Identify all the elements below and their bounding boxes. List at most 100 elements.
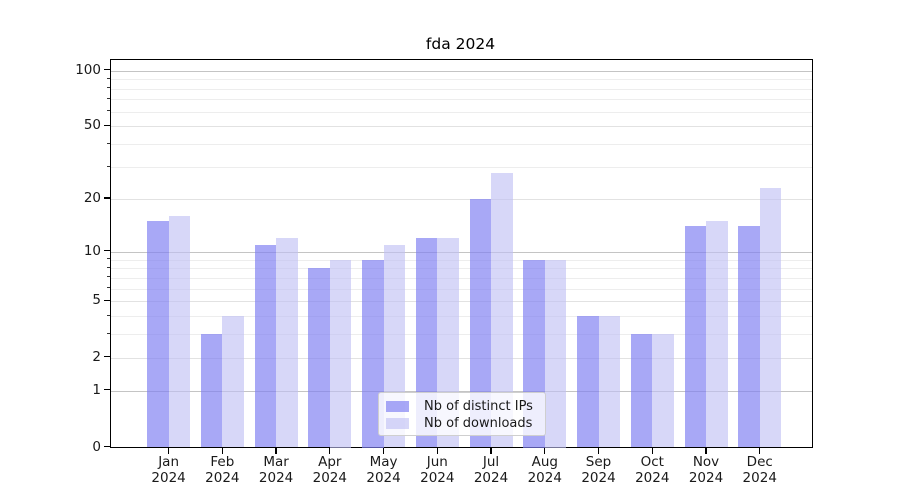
x-tick-mark — [382, 448, 385, 454]
y-tick-mark — [103, 197, 110, 199]
legend-item-distinct-ips: Nb of distinct IPs — [386, 398, 545, 415]
x-tick-label: May 2024 — [366, 454, 401, 486]
y-gridline-minor — [111, 99, 812, 101]
bar-nb-of-distinct-ips-apr-2024 — [308, 268, 330, 448]
y-minor-tick-mark — [106, 332, 110, 334]
y-gridline-sub — [111, 301, 812, 303]
y-gridline-minor — [111, 277, 812, 279]
bar-nb-of-downloads-feb-2024 — [222, 316, 244, 448]
y-minor-tick-mark — [106, 77, 110, 79]
y-tick-mark — [103, 356, 110, 358]
y-tick-label: 50 — [83, 117, 101, 134]
y-gridline-minor — [111, 88, 812, 90]
bar-nb-of-downloads-sep-2024 — [598, 316, 621, 448]
bar-nb-of-downloads-mar-2024 — [276, 238, 298, 448]
y-gridline-sub — [111, 198, 812, 200]
y-minor-tick-mark — [106, 266, 110, 268]
y-tick-mark — [103, 250, 110, 252]
y-tick-mark — [103, 389, 110, 391]
y-minor-tick-mark — [106, 97, 110, 99]
y-tick-label: 10 — [83, 242, 101, 259]
y-minor-tick-mark — [106, 314, 110, 316]
bar-nb-of-downloads-apr-2024 — [329, 259, 352, 448]
legend: Nb of distinct IPs Nb of downloads — [378, 392, 546, 436]
bar-nb-of-distinct-ips-oct-2024 — [630, 334, 653, 448]
bar-nb-of-downloads-jan-2024 — [168, 216, 191, 448]
x-tick-label: Sep 2024 — [581, 454, 616, 486]
x-tick-label: Jun 2024 — [420, 454, 455, 486]
y-gridline-minor — [111, 316, 812, 318]
y-tick-label: 20 — [83, 189, 101, 206]
bar-nb-of-downloads-aug-2024 — [544, 259, 567, 448]
x-tick-mark — [597, 448, 600, 454]
x-tick-label: Nov 2024 — [688, 454, 724, 486]
y-gridline-major — [111, 390, 812, 392]
x-tick-mark — [651, 448, 653, 454]
y-gridline-sub — [111, 357, 812, 359]
y-minor-tick-mark — [106, 142, 110, 144]
y-minor-tick-mark — [106, 276, 110, 278]
y-tick-label: 5 — [92, 292, 101, 309]
bar-nb-of-downloads-nov-2024 — [706, 221, 728, 448]
y-minor-tick-mark — [106, 287, 110, 289]
y-gridline-minor — [111, 144, 812, 146]
y-gridline-minor — [111, 259, 812, 261]
bar-nb-of-downloads-dec-2024 — [759, 188, 782, 448]
y-minor-tick-mark — [106, 258, 110, 259]
plot-area: Jan 2024 Feb 2024 Mar 2024 Apr 2024 May 2024 Jun 20… — [110, 59, 813, 485]
y-gridline-minor — [111, 288, 812, 290]
x-tick-label: Feb 2024 — [205, 454, 240, 486]
y-tick-label: 1 — [92, 381, 101, 398]
x-tick-mark — [329, 448, 331, 454]
bar-nb-of-distinct-ips-mar-2024 — [254, 244, 277, 448]
x-tick-mark — [759, 448, 761, 454]
bar-nb-of-distinct-ips-nov-2024 — [684, 226, 706, 448]
y-tick-label: 2 — [92, 348, 101, 365]
y-gridline-minor — [111, 167, 812, 169]
x-tick-mark — [275, 448, 277, 454]
bar-nb-of-downloads-jul-2024 — [491, 172, 513, 448]
chart-title: fda 2024 — [425, 35, 496, 53]
bar-nb-of-distinct-ips-feb-2024 — [200, 334, 223, 448]
y-gridline-minor — [111, 79, 812, 81]
bar-nb-of-distinct-ips-sep-2024 — [577, 316, 599, 448]
x-tick-mark — [705, 448, 707, 454]
legend-swatch-distinct-ips — [386, 401, 409, 412]
y-tick-mark — [103, 445, 110, 448]
legend-label-distinct-ips: Nb of distinct IPs — [424, 399, 533, 414]
x-tick-label: Apr 2024 — [312, 454, 347, 486]
x-tick-label: Jul 2024 — [473, 454, 509, 486]
y-tick-mark — [103, 299, 110, 301]
bar-nb-of-distinct-ips-dec-2024 — [738, 226, 760, 448]
y-gridline-major — [111, 251, 812, 253]
bar-nb-of-downloads-oct-2024 — [652, 334, 674, 448]
x-tick-label: Dec 2024 — [742, 454, 777, 486]
x-tick-mark — [490, 448, 492, 454]
legend-swatch-downloads — [386, 418, 409, 429]
x-tick-label: Oct 2024 — [635, 454, 670, 486]
y-tick-mark — [103, 69, 110, 71]
x-tick-label: Mar 2024 — [258, 454, 294, 486]
x-tick-mark — [436, 448, 438, 454]
y-tick-label: 100 — [75, 61, 101, 78]
y-gridline-minor — [111, 334, 812, 336]
x-tick-label: Aug 2024 — [527, 454, 562, 486]
y-gridline-sub — [111, 126, 812, 128]
y-gridline-minor — [111, 268, 812, 270]
y-minor-tick-mark — [106, 87, 110, 89]
y-gridline-minor — [111, 111, 812, 113]
y-minor-tick-mark — [106, 110, 110, 112]
bar-nb-of-distinct-ips-jan-2024 — [147, 221, 169, 448]
legend-label-downloads: Nb of downloads — [424, 416, 533, 431]
x-tick-label: Jan 2024 — [151, 454, 186, 486]
x-tick-mark — [544, 448, 546, 454]
bar-nb-of-distinct-ips-jul-2024 — [469, 198, 492, 448]
y-tick-mark — [103, 124, 110, 127]
x-tick-mark — [168, 448, 170, 454]
y-gridline-major — [111, 70, 812, 72]
x-tick-mark — [221, 448, 223, 454]
legend-item-downloads: Nb of downloads — [386, 415, 545, 432]
y-tick-label: 0 — [92, 438, 101, 455]
y-minor-tick-mark — [106, 165, 110, 167]
